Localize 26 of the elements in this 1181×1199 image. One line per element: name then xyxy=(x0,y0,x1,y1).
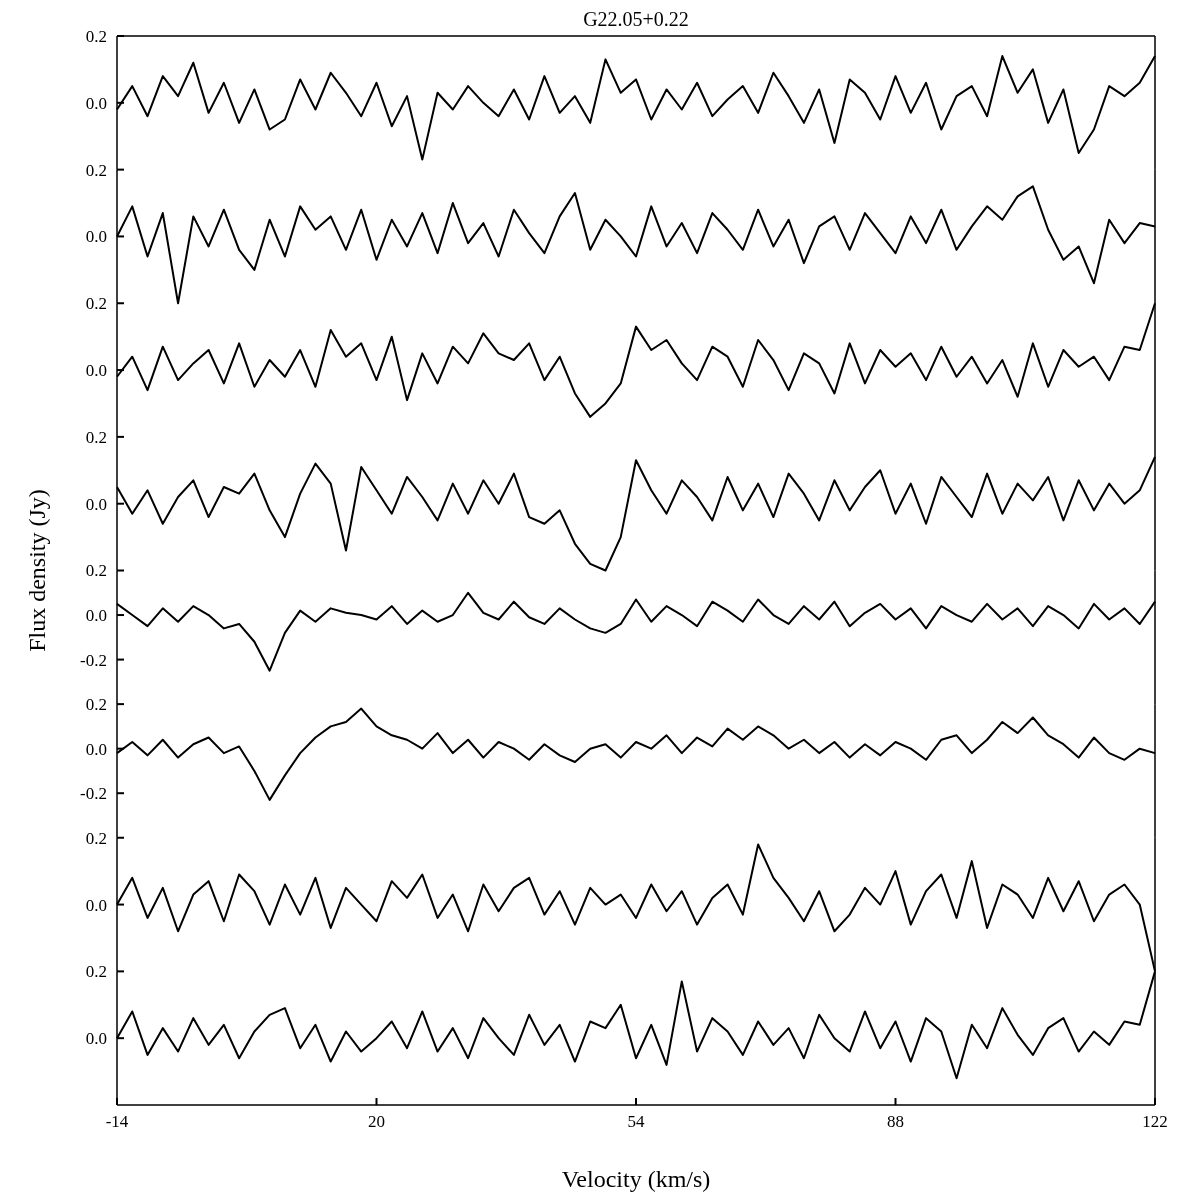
y-tick-label: 0.0 xyxy=(85,494,107,514)
y-tick-label: 0.2 xyxy=(85,828,107,848)
x-axis-title: Velocity (km/s) xyxy=(561,1166,711,1192)
x-tick-label: 20 xyxy=(368,1112,385,1131)
y-tick-label: 0.0 xyxy=(85,605,107,625)
chart-title: G22.05+0.22 xyxy=(583,8,689,30)
y-tick-label: 0.0 xyxy=(85,1029,107,1049)
y-tick-label: 0.2 xyxy=(85,294,107,314)
y-axis-title: Flux density (Jy) xyxy=(24,489,51,652)
y-tick-label: 0.2 xyxy=(85,427,107,447)
y-tick-label: 0.2 xyxy=(85,561,107,581)
y-tick-label: -0.2 xyxy=(80,784,107,804)
x-tick-label: -14 xyxy=(105,1112,129,1131)
y-tick-label: 0.0 xyxy=(85,895,107,915)
y-tick-label: -0.2 xyxy=(80,650,107,670)
y-tick-label: 0.0 xyxy=(85,93,107,113)
y-tick-label: 0.0 xyxy=(85,227,107,247)
y-tick-label: 0.2 xyxy=(85,962,107,982)
x-tick-label: 54 xyxy=(627,1112,645,1131)
x-tick-label: 122 xyxy=(1142,1112,1168,1131)
y-tick-label: 0.0 xyxy=(85,739,107,759)
y-tick-label: 0.2 xyxy=(85,26,107,46)
x-tick-label: 88 xyxy=(887,1112,904,1131)
y-tick-label: 0.2 xyxy=(85,695,107,715)
y-tick-label: 0.0 xyxy=(85,361,107,381)
y-tick-label: 0.2 xyxy=(85,160,107,180)
